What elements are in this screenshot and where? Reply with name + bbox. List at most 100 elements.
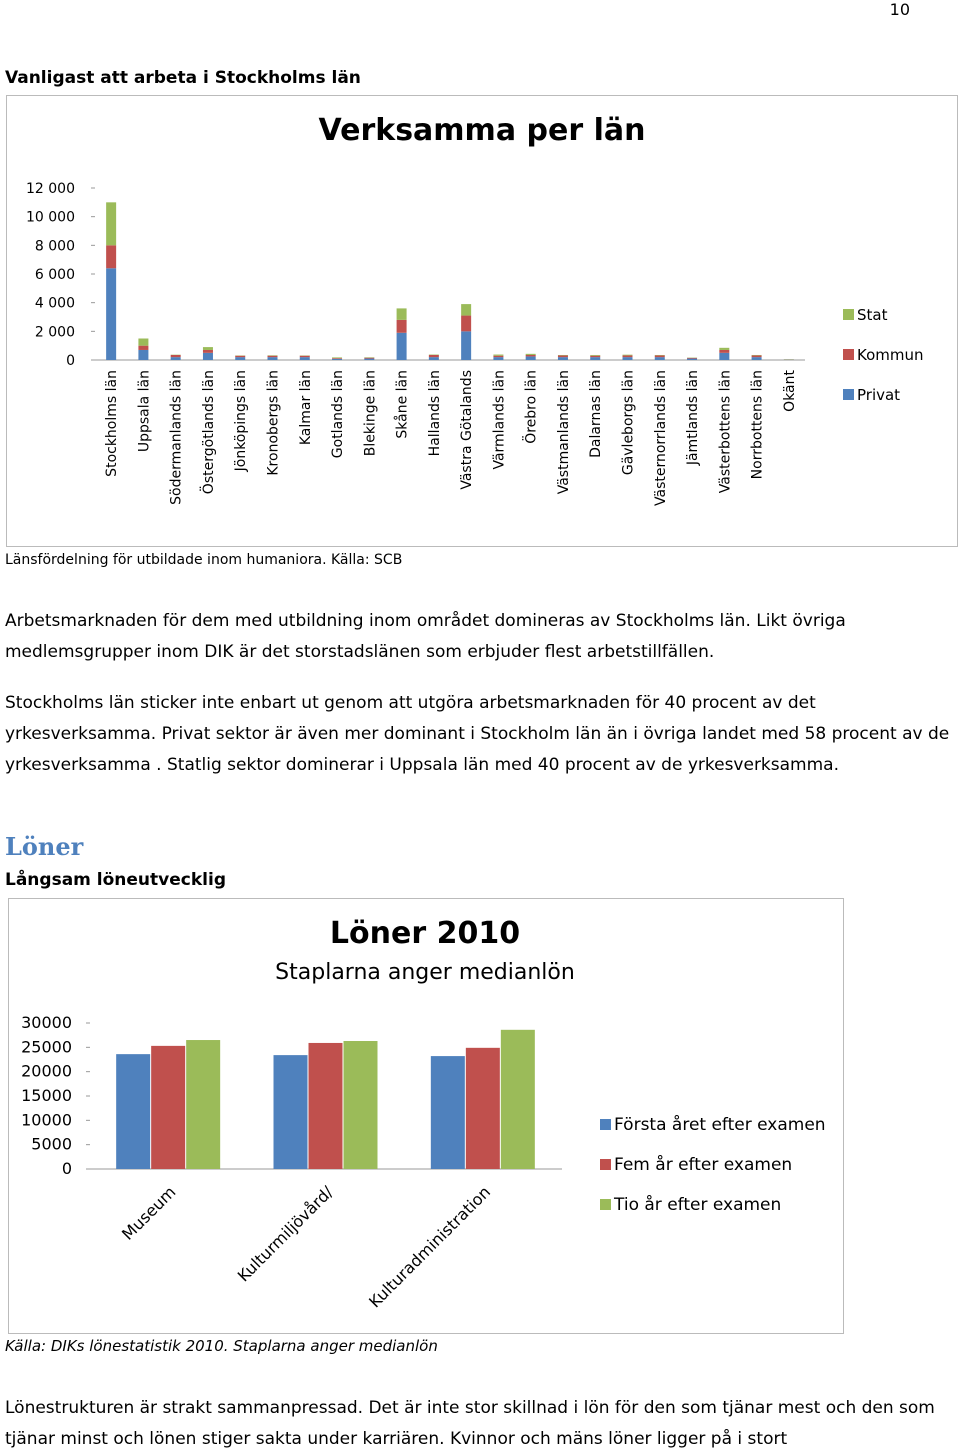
y-tick-label: 10 000	[26, 210, 75, 226]
legend-swatch	[600, 1119, 611, 1130]
bar-segment	[558, 357, 568, 360]
x-tick-label: Jönköpings län	[233, 370, 249, 472]
legend-swatch	[600, 1199, 611, 1210]
bar	[186, 1040, 220, 1169]
x-tick-label: Gävleborgs län	[621, 370, 637, 475]
legend-swatch	[843, 389, 854, 400]
x-tick-label: Jämtlands län	[685, 370, 701, 466]
chart-frame	[7, 96, 958, 547]
bar	[466, 1048, 500, 1169]
bar	[309, 1043, 343, 1169]
x-tick-label: Stockholms län	[104, 370, 120, 477]
bar-segment	[235, 356, 245, 357]
bar	[116, 1054, 150, 1169]
x-tick-label: Kronobergs län	[266, 370, 282, 476]
bar-segment	[106, 268, 116, 360]
bar-segment	[719, 348, 729, 350]
bar-segment	[461, 304, 471, 315]
bar-segment	[493, 355, 503, 356]
bar-segment	[461, 331, 471, 360]
legend-label: Stat	[857, 306, 888, 324]
y-tick-label: 0	[66, 353, 75, 369]
bar-segment	[687, 358, 697, 359]
bar	[431, 1056, 465, 1169]
bar-segment	[493, 356, 503, 357]
bar-segment	[590, 357, 600, 360]
bar-segment	[752, 357, 762, 360]
bar	[274, 1055, 308, 1169]
subheading: Långsam löneutvecklig	[5, 870, 226, 890]
x-tick-label: Västerbottens län	[717, 370, 733, 493]
bar	[151, 1046, 185, 1169]
heading: Vanligast att arbeta i Stockholms län	[5, 68, 361, 88]
paragraph: Stockholms län sticker inte enbart ut ge…	[5, 688, 950, 781]
chart-title: Verksamma per län	[319, 113, 646, 148]
bar-segment	[687, 359, 697, 360]
bar-segment	[300, 356, 310, 357]
paragraph: Arbetsmarknaden för dem med utbildning i…	[5, 606, 950, 668]
section-heading: Löner	[5, 832, 83, 861]
bar-segment	[655, 355, 665, 357]
x-tick-label: Örebro län	[522, 370, 540, 444]
x-tick-label: Blekinge län	[362, 370, 378, 456]
bar	[501, 1030, 535, 1169]
legend-label: Första året efter examen	[614, 1114, 826, 1135]
legend-label: Kommun	[857, 346, 924, 364]
bar-segment	[429, 357, 439, 360]
bar-segment	[171, 355, 181, 357]
bar-segment	[397, 308, 407, 319]
y-tick-label: 20000	[21, 1062, 72, 1081]
x-tick-label: Norrbottens län	[750, 370, 766, 479]
chart-2: Löner 2010 Staplarna anger medianlön 0 50…	[0, 893, 850, 1338]
bar-segment	[203, 353, 213, 360]
bar-segment	[364, 359, 374, 360]
caption: Källa: DIKs lönestatistik 2010. Staplarn…	[5, 1337, 438, 1355]
bar-segment	[332, 358, 342, 359]
bar	[344, 1041, 378, 1169]
chart-subtitle: Staplarna anger medianlön	[275, 960, 575, 985]
x-tick-label: Västra Götalands	[459, 370, 475, 490]
y-tick-label: 10000	[21, 1110, 72, 1129]
bar-segment	[526, 354, 536, 355]
bar-segment	[332, 359, 342, 360]
y-tick-label: 8 000	[35, 238, 75, 254]
bar-segment	[429, 355, 439, 357]
x-tick-label: Södermanlands län	[169, 370, 185, 505]
y-tick-label: 0	[62, 1159, 72, 1178]
chart-title: Löner 2010	[330, 916, 520, 951]
y-tick-label: 25000	[21, 1037, 72, 1056]
y-tick-label: 30000	[21, 1013, 72, 1032]
y-tick-label: 12 000	[26, 181, 75, 197]
y-tick-label: 5000	[31, 1135, 72, 1154]
y-tick-label: 2 000	[35, 324, 75, 340]
legend-swatch	[843, 309, 854, 320]
bar-segment	[397, 333, 407, 360]
bar-segment	[719, 350, 729, 353]
bar-segment	[138, 339, 148, 346]
x-tick-label: Kalmar län	[298, 370, 314, 445]
x-tick-label: Västernorrlands län	[653, 370, 669, 506]
bar-segment	[235, 357, 245, 360]
bar-segment	[397, 320, 407, 333]
bar-segment	[138, 350, 148, 360]
bar-segment	[526, 355, 536, 356]
y-tick-label: 15000	[21, 1086, 72, 1105]
bar-segment	[461, 316, 471, 332]
x-tick-label: Okänt	[782, 369, 798, 411]
x-tick-label: Hallands län	[427, 370, 443, 456]
bar-segment	[623, 355, 633, 357]
bar-segment	[268, 356, 278, 357]
x-tick-label: Västmanlands län	[556, 370, 572, 494]
paragraph: Lönestrukturen är strakt sammanpressad. …	[5, 1393, 950, 1455]
bar-segment	[493, 357, 503, 360]
x-tick-label: Gotlands län	[330, 370, 346, 458]
legend-swatch	[600, 1159, 611, 1170]
bar-segment	[590, 356, 600, 357]
bar-segment	[364, 358, 374, 359]
bar-segment	[203, 347, 213, 350]
bar-segment	[268, 357, 278, 360]
bar-segment	[332, 357, 342, 358]
y-tick-label: 4 000	[35, 296, 75, 312]
